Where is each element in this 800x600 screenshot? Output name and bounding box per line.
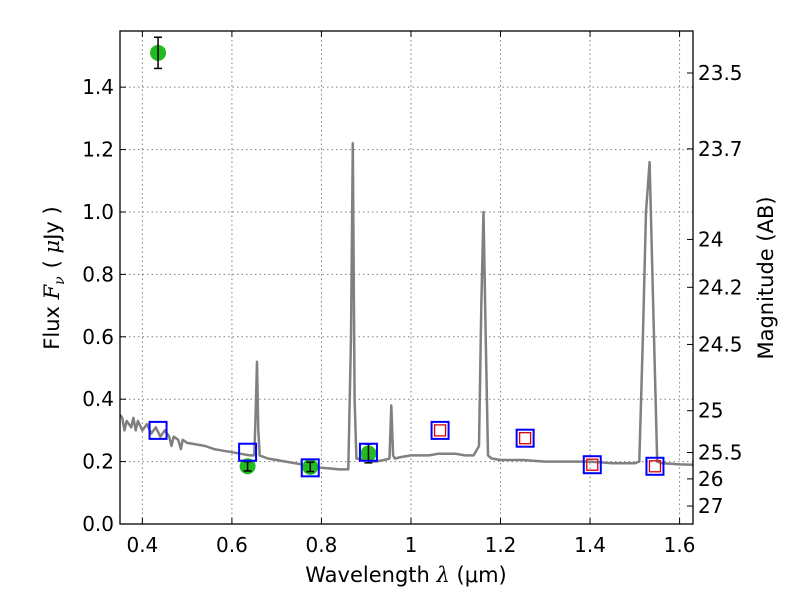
x-tick-label: 0.6 <box>216 533 248 557</box>
model-band-inner-box <box>433 424 447 437</box>
y2-tick-label: 25 <box>698 399 723 423</box>
model-band-box <box>582 455 602 475</box>
y2-tick-label: 24.2 <box>698 275 743 299</box>
x-tick-label: 1.6 <box>664 533 696 557</box>
model-band-box <box>238 442 258 462</box>
y2-tick-label: 27 <box>698 494 723 518</box>
model-band-box <box>300 458 320 478</box>
x-tick-label: 1.2 <box>485 533 517 557</box>
y-tick-label: 1.2 <box>82 138 114 162</box>
y-axis-label: Flux Fν( μJy ) <box>40 206 68 349</box>
y2-tick-label: 23.7 <box>698 137 743 161</box>
y2-tick-label: 24.5 <box>698 332 743 356</box>
y-tick-label: 0.6 <box>82 325 114 349</box>
x-tick-label: 1.4 <box>574 533 606 557</box>
plot-frame <box>119 30 694 525</box>
y-tick-label: 1.0 <box>82 200 114 224</box>
model-band-box <box>148 420 168 440</box>
model-band-inner-box <box>586 458 599 471</box>
x-tick-label: 0.8 <box>306 533 338 557</box>
axis-ticks: 0.4 0.6 0.8 1 1.2 1.4 1.6 0.0 0.2 0.4 0.6 0.8 1.0 1.2… <box>82 31 743 557</box>
grid-lines <box>120 31 693 525</box>
x-axis-label: Wavelength λ (μm) <box>305 563 506 587</box>
y-tick-label: 0.2 <box>82 450 114 474</box>
model-band-box <box>515 428 535 448</box>
model-band-box <box>430 420 450 440</box>
model-band-box <box>645 456 665 476</box>
y2-tick-label: 23.5 <box>698 61 743 85</box>
plot-area <box>120 36 693 478</box>
y-tick-label: 0.4 <box>82 387 114 411</box>
y2-tick-label: 24 <box>698 227 723 251</box>
model-band-box <box>358 442 378 462</box>
y-tick-label: 1.4 <box>82 75 114 99</box>
x-tick-label: 1 <box>405 533 418 557</box>
x-tick-label: 0.4 <box>126 533 158 557</box>
y2-axis-label: Magnitude (AB) <box>754 196 778 359</box>
y-tick-label: 0.8 <box>82 262 114 286</box>
y2-tick-label: 25.5 <box>698 441 743 465</box>
y-tick-label: 0.0 <box>82 512 114 536</box>
model-band-inner-box <box>648 460 662 473</box>
model-band-inner-box <box>518 432 532 445</box>
y2-tick-label: 26 <box>698 467 723 491</box>
